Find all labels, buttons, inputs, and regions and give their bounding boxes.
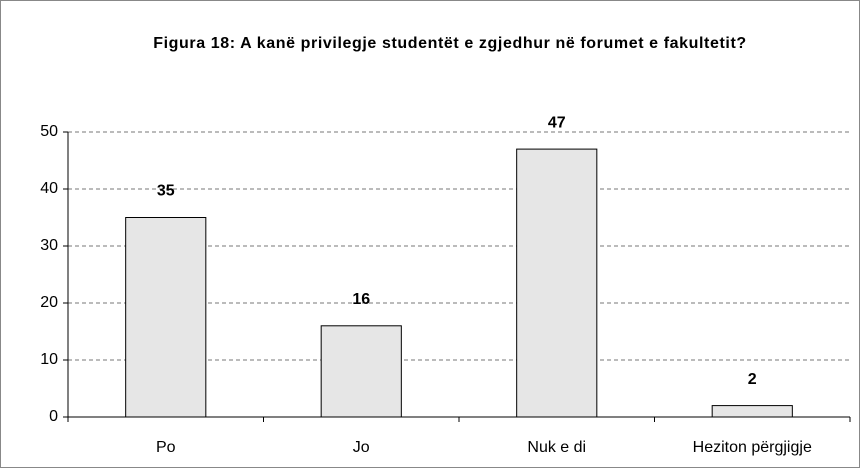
data-label: 16 xyxy=(352,291,370,308)
y-tick-label: 40 xyxy=(40,180,58,197)
y-tick-label: 10 xyxy=(40,351,58,368)
data-label: 2 xyxy=(748,371,757,388)
y-tick-label: 30 xyxy=(40,237,58,254)
data-label: 35 xyxy=(157,183,175,200)
y-tick-label: 0 xyxy=(49,408,58,425)
bar xyxy=(516,148,598,418)
x-tick-label: Heziton përgjigje xyxy=(693,439,812,456)
x-tick-label: Nuk e di xyxy=(527,439,586,456)
bar xyxy=(320,325,402,418)
bar xyxy=(125,217,207,418)
chart-title: Figura 18: A kanë privilegje studentët e… xyxy=(153,35,747,52)
x-tick-label: Po xyxy=(156,439,176,456)
x-tick-label: Jo xyxy=(353,439,370,456)
y-tick-label: 20 xyxy=(40,294,58,311)
y-tick-label: 50 xyxy=(40,123,58,140)
bar xyxy=(711,405,793,418)
data-label: 47 xyxy=(548,114,566,131)
